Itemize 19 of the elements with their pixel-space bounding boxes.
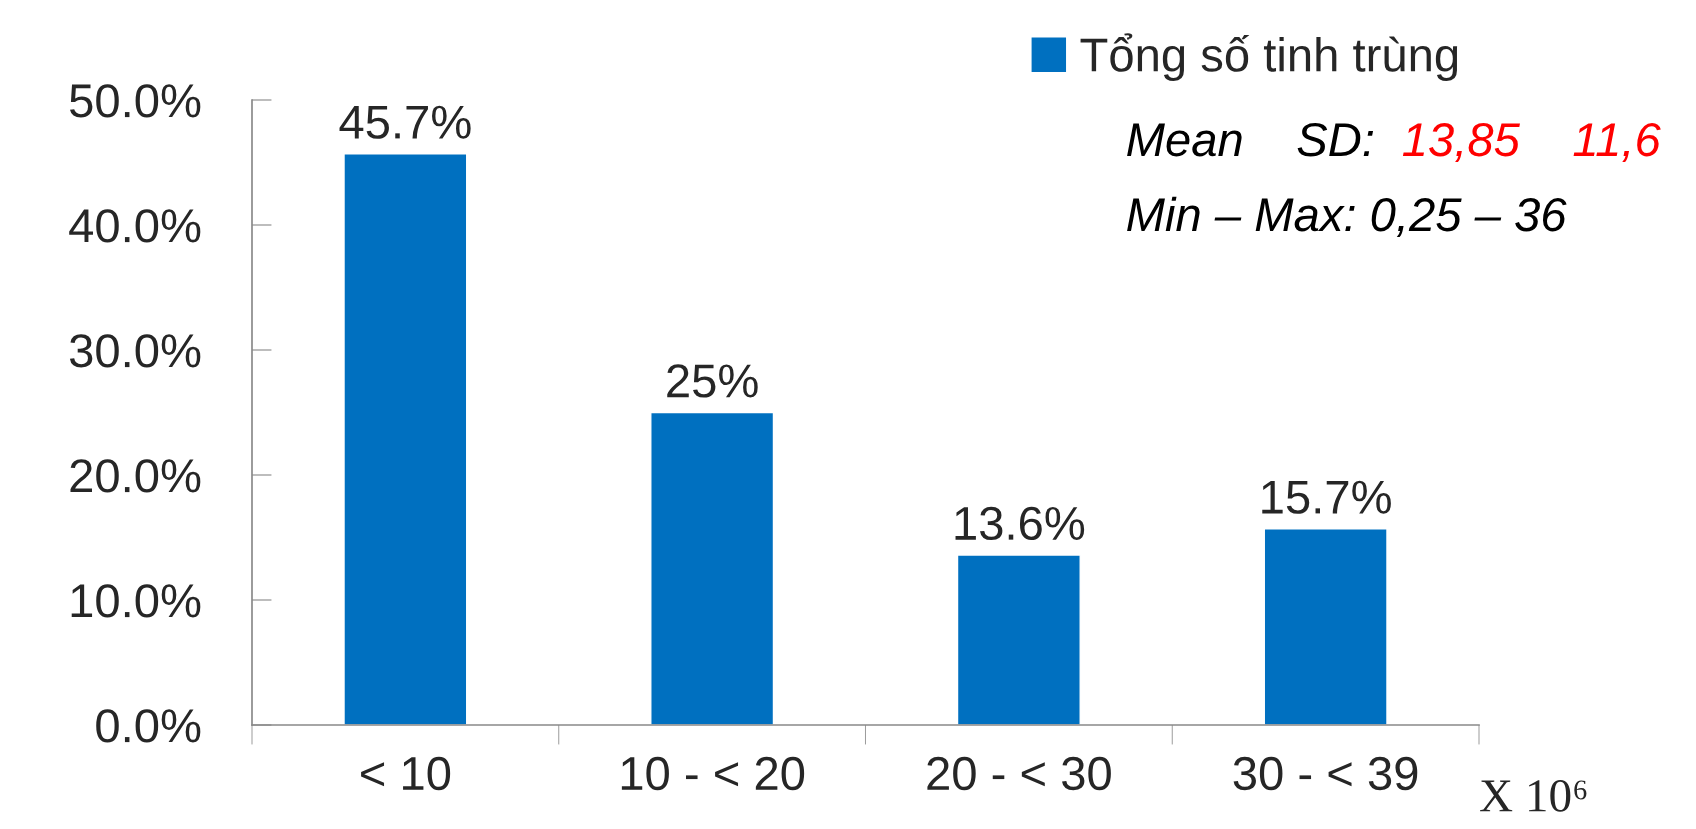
data-label: 13.6%	[955, 506, 1085, 541]
y-tick-label: 40.0%	[69, 209, 201, 243]
y-tick-label: 30.0%	[69, 334, 201, 368]
x-tick-label: 10 - < 20	[621, 756, 805, 791]
annotation: 13,85 11,6	[1402, 122, 1661, 162]
y-tick-label: 20.0%	[70, 459, 201, 493]
x-tick-label: < 10	[361, 756, 451, 791]
y-tick-label: 0.0%	[96, 709, 201, 743]
x-tick-label: 20 - < 30	[927, 756, 1111, 791]
data-label: 25%	[667, 364, 758, 398]
data-label: 15.7%	[1262, 480, 1391, 514]
y-tick-label: 50.0%	[70, 84, 201, 118]
data-label: 45.7%	[339, 105, 471, 139]
x-tick-label: 30 - < 39	[1233, 756, 1418, 791]
x-axis-title: X 10⁶	[1480, 779, 1587, 812]
annotation: Min – Max: 0,25 – 36	[1127, 196, 1567, 237]
y-tick-label: 10.0%	[71, 584, 201, 618]
legend-label: Tổng số tinh trùng	[1080, 33, 1458, 82]
annotation: Mean SD:	[1127, 122, 1374, 157]
